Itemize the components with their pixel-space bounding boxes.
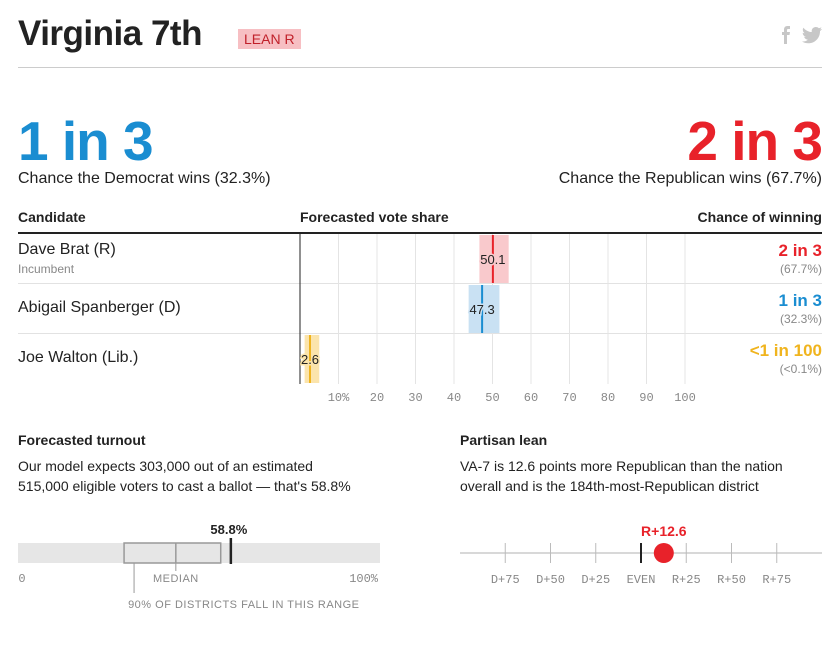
rating-badge: LEAN R xyxy=(238,29,301,49)
header-divider xyxy=(18,67,822,68)
chance-value: 2 in 3 xyxy=(778,241,822,260)
lean-text-line1: VA-7 is 12.6 points more Republican than… xyxy=(460,458,783,474)
page-title: Virginia 7th xyxy=(18,14,202,53)
dem-odds: 1 in 3 xyxy=(18,110,154,172)
lean-text-line2: overall and is the 184th-most-Republican… xyxy=(460,478,759,494)
twitter-icon[interactable] xyxy=(802,26,822,49)
tick-label: 30 xyxy=(408,391,422,405)
turnout-heading: Forecasted turnout xyxy=(18,432,146,448)
row-divider xyxy=(18,333,822,334)
table-header-rule xyxy=(18,232,822,234)
lean-value-dot xyxy=(653,543,674,563)
lean-tick-label: D+25 xyxy=(581,573,610,587)
chance-percent: (67.7%) xyxy=(779,262,822,276)
range-bar xyxy=(468,285,500,333)
turnout-value-label: 58.8% xyxy=(210,522,247,537)
chance-value: 1 in 3 xyxy=(778,291,822,310)
lean-tick-label: EVEN xyxy=(627,573,656,587)
lean-tick-label: R+25 xyxy=(672,573,701,587)
tick-label: 100 xyxy=(674,391,696,405)
tick-label: 40 xyxy=(447,391,461,405)
range-label: 90% OF DISTRICTS FALL IN THIS RANGE xyxy=(128,599,359,611)
turnout-text-line1: Our model expects 303,000 out of an esti… xyxy=(18,458,313,474)
lean-tick-label: D+75 xyxy=(491,573,520,587)
median-label: MEDIAN xyxy=(153,573,199,585)
rep-odds-label: Chance the Republican wins (67.7%) xyxy=(558,170,822,187)
tick-label: 60 xyxy=(524,391,538,405)
dem-odds-label: Chance the Democrat wins (32.3%) xyxy=(18,170,271,187)
tick-label: 10% xyxy=(328,391,350,405)
facebook-icon[interactable] xyxy=(780,26,792,49)
tick-label: 80 xyxy=(601,391,615,405)
col-chance: Chance of winning xyxy=(697,209,822,225)
district-range-box xyxy=(123,542,222,564)
vote-share-chart: 50.1 47.3 2.6 10% 20 30 40 50 60 70 80 90 100 xyxy=(299,234,696,405)
lean-value-label: R+12.6 xyxy=(641,523,687,539)
turnout-chart: 58.8% MEDIAN 0 100% 90% OF DISTRICTS FALL IN… xyxy=(18,522,380,611)
tick-label: 50 xyxy=(485,391,499,405)
lean-tick-label: R+75 xyxy=(762,573,791,587)
data-label: 47.3 xyxy=(469,302,494,317)
tick-label: 20 xyxy=(370,391,384,405)
rep-odds: 2 in 3 xyxy=(687,110,823,172)
tick-label: 70 xyxy=(562,391,576,405)
lean-tick-label: D+50 xyxy=(536,573,565,587)
turnout-max-label: 100% xyxy=(349,572,379,586)
tick-label: 90 xyxy=(639,391,653,405)
col-candidate: Candidate xyxy=(18,209,86,225)
chance-percent: (<0.1%) xyxy=(779,362,822,376)
col-vote-share: Forecasted vote share xyxy=(300,209,449,225)
partisan-lean-chart: D+75 D+50 D+25 EVEN R+25 R+50 R+75 R+12.6 xyxy=(460,523,822,587)
lean-heading: Partisan lean xyxy=(460,432,548,448)
turnout-text-line2: 515,000 eligible voters to cast a ballot… xyxy=(18,478,351,494)
candidate-name: Dave Brat (R) xyxy=(18,241,116,258)
chance-value: <1 in 100 xyxy=(749,341,822,360)
candidate-name: Joe Walton (Lib.) xyxy=(18,349,139,366)
lean-tick-label: R+50 xyxy=(717,573,746,587)
range-bar xyxy=(304,335,320,383)
data-label: 2.6 xyxy=(301,352,319,367)
range-bar xyxy=(479,235,509,283)
chance-percent: (32.3%) xyxy=(779,312,822,326)
turnout-min-label: 0 xyxy=(18,572,25,586)
data-label: 50.1 xyxy=(480,252,505,267)
candidate-name: Abigail Spanberger (D) xyxy=(18,299,181,316)
row-divider xyxy=(18,283,822,284)
incumbent-label: Incumbent xyxy=(18,262,75,276)
